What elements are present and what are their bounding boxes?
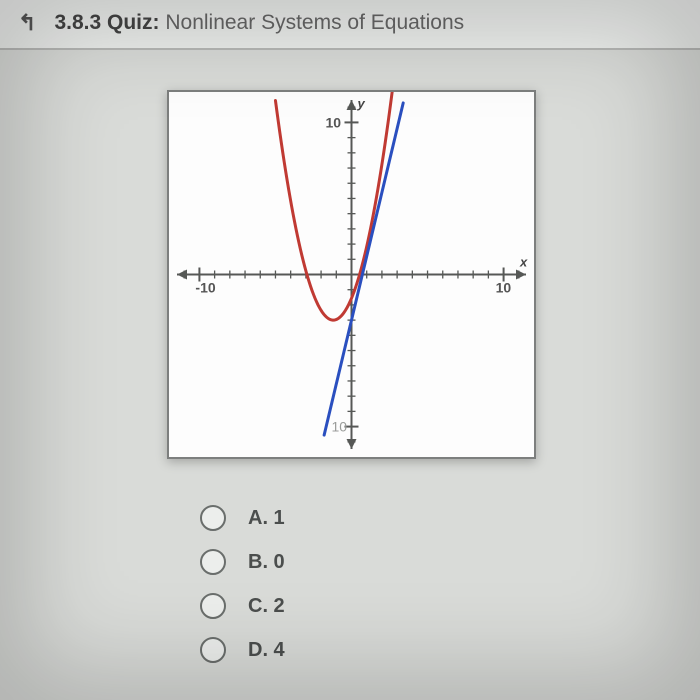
radio-d[interactable] xyxy=(200,637,226,663)
svg-text:y: y xyxy=(357,96,366,111)
answer-label: B. 0 xyxy=(248,551,285,574)
answer-row-c[interactable]: C. 2 xyxy=(200,593,285,619)
answer-row-a[interactable]: A. 1 xyxy=(200,505,285,531)
screen: ↰ 3.8.3 Quiz: Nonlinear Systems of Equat… xyxy=(0,0,700,700)
quiz-header: ↰ 3.8.3 Quiz: Nonlinear Systems of Equat… xyxy=(0,0,700,50)
section-number: 3.8.3 xyxy=(54,11,101,34)
quiz-title: 3.8.3 Quiz: Nonlinear Systems of Equatio… xyxy=(54,11,464,35)
answer-row-b[interactable]: B. 0 xyxy=(200,549,285,575)
quiz-name: Nonlinear Systems of Equations xyxy=(165,11,464,34)
svg-text:10: 10 xyxy=(496,280,512,296)
radio-c[interactable] xyxy=(200,593,226,619)
radio-b[interactable] xyxy=(200,549,226,575)
radio-a[interactable] xyxy=(200,505,226,531)
quiz-word: Quiz: xyxy=(107,11,160,34)
answer-list: A. 1 B. 0 C. 2 D. 4 xyxy=(200,505,285,663)
graph-panel: -10 10 10 10 y x xyxy=(167,90,536,459)
svg-text:10: 10 xyxy=(326,114,342,130)
graph-svg: -10 10 10 10 y x xyxy=(169,92,534,457)
svg-text:10: 10 xyxy=(332,419,348,435)
back-arrow-icon[interactable]: ↰ xyxy=(18,10,36,36)
answer-row-d[interactable]: D. 4 xyxy=(200,637,285,663)
content-area: -10 10 10 10 y x A. 1 B. 0 C. 2 D. 4 xyxy=(0,50,700,700)
answer-label: A. 1 xyxy=(248,507,285,530)
answer-label: C. 2 xyxy=(248,595,285,618)
answer-label: D. 4 xyxy=(248,639,285,662)
svg-text:-10: -10 xyxy=(195,280,215,296)
svg-text:x: x xyxy=(519,255,528,270)
